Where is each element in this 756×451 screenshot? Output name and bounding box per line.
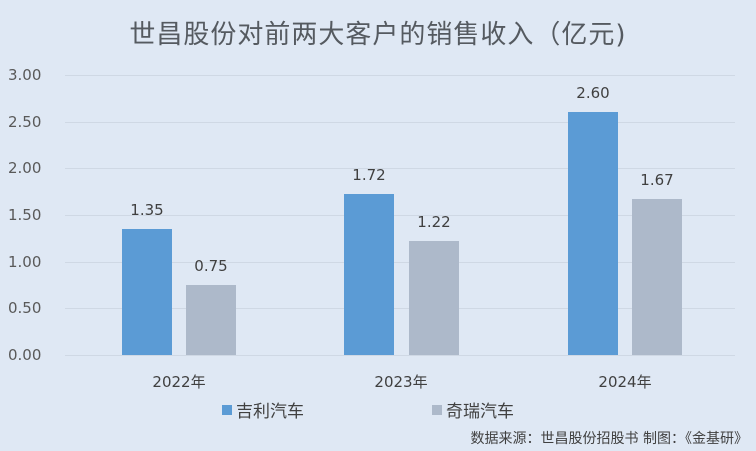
gridline	[65, 168, 735, 169]
bar-geely-2023	[344, 194, 394, 355]
gridline	[65, 75, 735, 76]
legend-label: 奇瑞汽车	[446, 402, 514, 422]
bar-chery-2022	[186, 285, 236, 355]
x-tick-label: 2023年	[374, 373, 428, 391]
data-label: 2.60	[576, 84, 610, 102]
x-axis-line	[65, 355, 735, 356]
x-tick-label: 2024年	[598, 373, 652, 391]
source-note: 数据来源：世昌股份招股书 制图：《金基研》	[470, 431, 748, 447]
y-tick-label: 0.50	[8, 299, 42, 317]
bar-chery-2023	[409, 241, 459, 355]
bar-geely-2022	[122, 229, 172, 355]
legend-swatch-icon	[222, 404, 232, 415]
legend-label: 吉利汽车	[236, 402, 304, 422]
data-label: 0.75	[194, 257, 228, 275]
gridline	[65, 215, 735, 216]
y-tick-label: 0.00	[8, 346, 42, 364]
chart-title: 世昌股份对前两大客户的销售收入（亿元)	[129, 20, 627, 50]
y-tick-label: 1.00	[8, 253, 42, 271]
y-tick-label: 1.50	[8, 206, 42, 224]
data-label: 1.72	[352, 166, 386, 184]
y-tick-label: 2.00	[8, 159, 42, 177]
bar-geely-2024	[568, 112, 618, 355]
legend-item-chery: 奇瑞汽车	[432, 397, 514, 422]
legend-item-geely: 吉利汽车	[222, 397, 304, 422]
x-tick-label: 2022年	[152, 373, 206, 391]
data-label: 1.67	[640, 171, 674, 189]
data-label: 1.22	[417, 213, 451, 231]
gridline	[65, 262, 735, 263]
y-tick-label: 3.00	[8, 66, 42, 84]
bar-chery-2024	[632, 199, 682, 355]
legend-swatch-icon	[432, 404, 442, 415]
y-tick-label: 2.50	[8, 113, 42, 131]
gridline	[65, 122, 735, 123]
gridline	[65, 308, 735, 309]
data-label: 1.35	[130, 201, 164, 219]
